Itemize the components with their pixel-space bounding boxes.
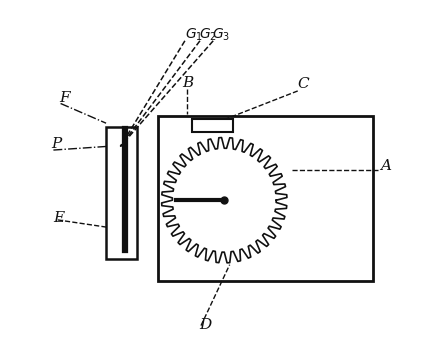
Text: $G_2$: $G_2$: [199, 27, 217, 43]
Text: F: F: [60, 91, 70, 105]
Bar: [106, 127, 137, 259]
Text: $G_3$: $G_3$: [212, 27, 231, 43]
Text: P: P: [51, 137, 61, 151]
Text: D: D: [199, 318, 211, 332]
Bar: [192, 118, 233, 132]
Bar: [158, 116, 373, 281]
Text: B: B: [182, 77, 194, 90]
Text: E: E: [53, 211, 65, 225]
Text: A: A: [380, 159, 391, 173]
Text: C: C: [298, 77, 309, 91]
Text: $G_1$: $G_1$: [185, 27, 203, 43]
